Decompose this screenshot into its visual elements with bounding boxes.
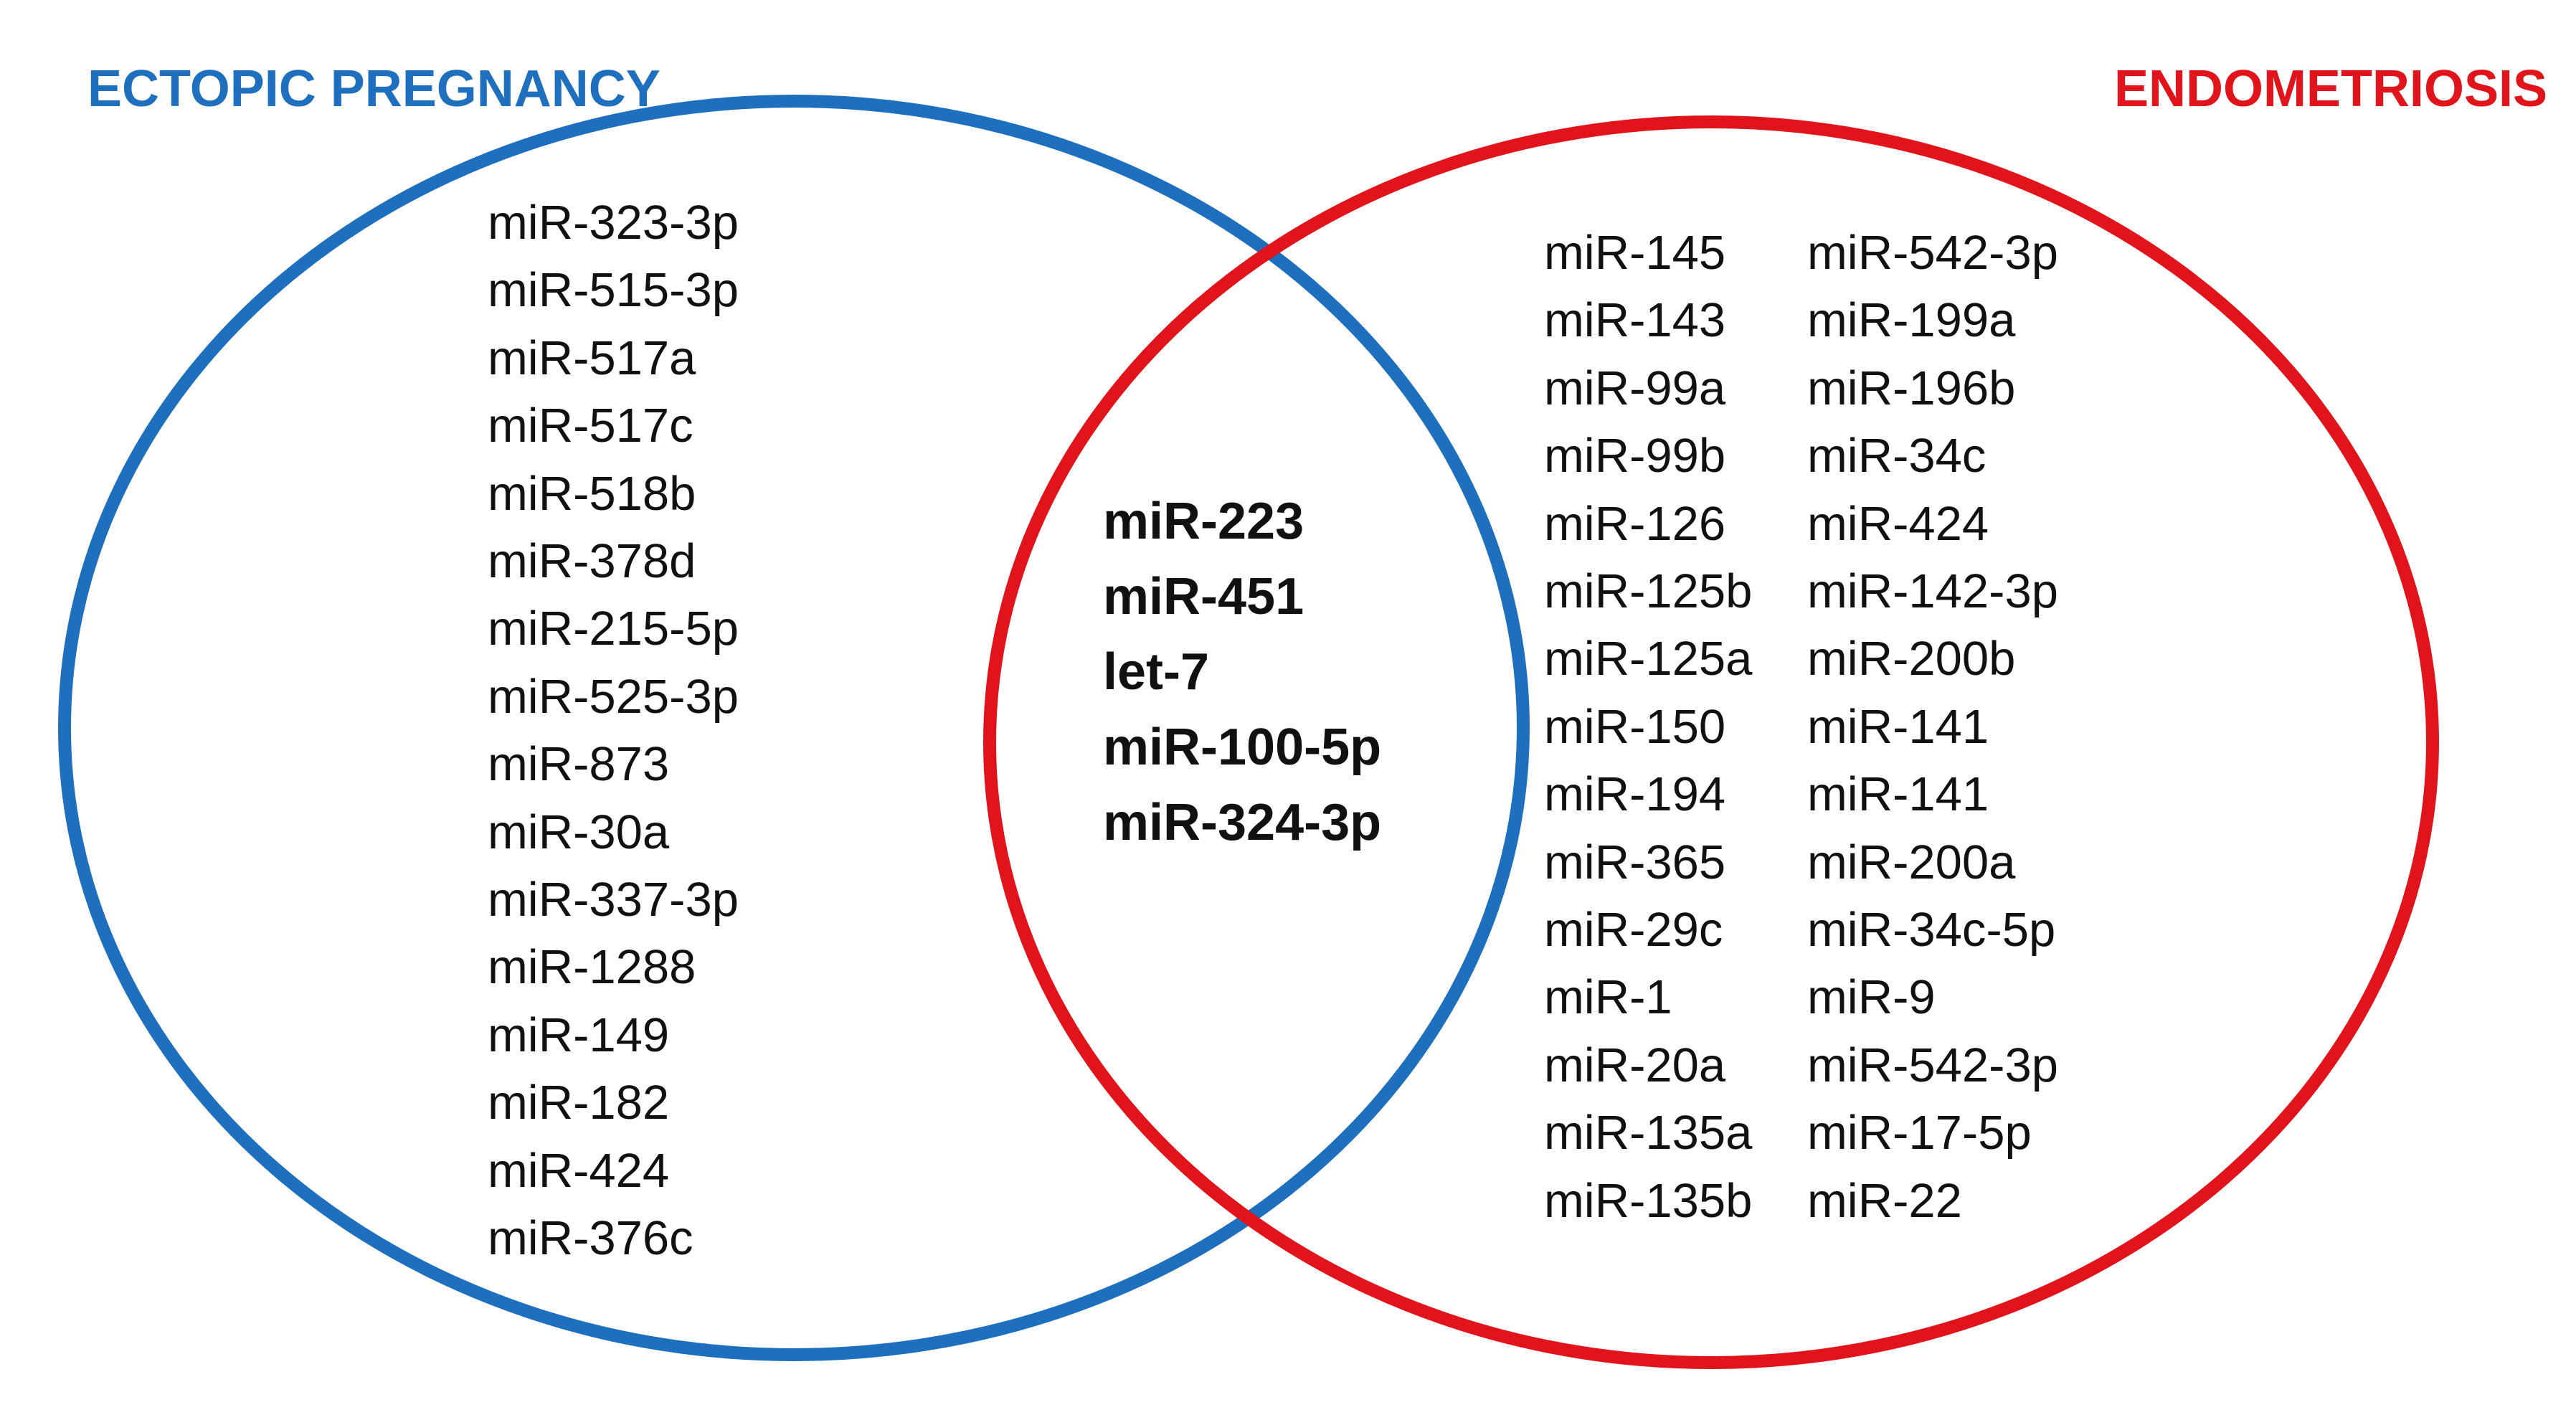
ectopic-pregnancy-mirna: miR-323-3p [488,196,739,250]
endometriosis-mirna: miR-135a [1544,1106,1753,1160]
ectopic-pregnancy-mirna: miR-149 [488,1008,670,1062]
endometriosis-mirna: miR-126 [1544,496,1726,551]
endometriosis-mirna: miR-143 [1544,293,1726,348]
endometriosis-mirna-list-column-2: miR-542-3p miR-199a miR-196b miR-34c miR-424… [1807,219,2058,1235]
endometriosis-mirna: miR-99a [1544,361,1726,415]
shared-mirna: miR-100-5p [1103,719,1382,776]
ectopic-pregnancy-mirna: miR-337-3p [488,873,739,927]
ectopic-pregnancy-title: ECTOPIC PREGNANCY [87,60,660,118]
ectopic-pregnancy-circle [58,95,1530,1361]
endometriosis-mirna: miR-125b [1544,564,1753,619]
endometriosis-mirna: miR-196b [1807,361,2016,415]
endometriosis-mirna: miR-542-3p [1807,226,2059,280]
shared-mirna-list: miR-223 miR-451 let-7 miR-100-5p miR-324-3p [1103,484,1381,861]
endometriosis-mirna: miR-34c [1807,429,1987,483]
ectopic-pregnancy-mirna: miR-30a [488,805,670,859]
endometriosis-mirna: miR-99b [1544,429,1726,483]
endometriosis-mirna: miR-135b [1544,1173,1753,1228]
endometriosis-title: ENDOMETRIOSIS [2113,60,2547,118]
endometriosis-mirna: miR-200b [1807,632,2016,686]
endometriosis-mirna: miR-199a [1807,293,2016,348]
endometriosis-mirna: miR-365 [1544,835,1726,889]
endometriosis-mirna: miR-142-3p [1807,564,2059,619]
endometriosis-circle [983,115,2439,1369]
endometriosis-mirna: miR-424 [1807,496,1989,551]
endometriosis-mirna: miR-9 [1807,970,1936,1025]
endometriosis-mirna: miR-141 [1807,767,1989,822]
endometriosis-mirna: miR-200a [1807,835,2016,889]
endometriosis-mirna: miR-17-5p [1807,1106,2032,1160]
ectopic-pregnancy-mirna: miR-215-5p [488,602,739,656]
shared-mirna: let-7 [1103,643,1210,701]
ectopic-pregnancy-mirna: miR-517a [488,331,696,385]
ectopic-pregnancy-mirna: miR-525-3p [488,669,739,724]
endometriosis-mirna: miR-145 [1544,226,1726,280]
endometriosis-mirna-list-column-1: miR-145 miR-143 miR-99a miR-99b miR-126 miR-1… [1544,219,1752,1235]
ectopic-pregnancy-mirna-list: miR-323-3p miR-515-3p miR-517a miR-517c miR-… [488,189,739,1273]
endometriosis-mirna: miR-20a [1544,1038,1726,1092]
shared-mirna: miR-324-3p [1103,794,1382,851]
endometriosis-mirna: miR-542-3p [1807,1038,2059,1092]
endometriosis-mirna: miR-1 [1544,970,1672,1025]
ectopic-pregnancy-mirna: miR-517c [488,399,693,453]
ectopic-pregnancy-mirna: miR-378d [488,534,696,589]
ectopic-pregnancy-mirna: miR-515-3p [488,263,739,318]
endometriosis-mirna: miR-34c-5p [1807,903,2056,957]
endometriosis-mirna: miR-141 [1807,699,1989,754]
endometriosis-mirna: miR-194 [1544,767,1726,822]
shared-mirna: miR-451 [1103,568,1304,625]
ectopic-pregnancy-mirna: miR-1288 [488,940,696,995]
endometriosis-mirna: miR-150 [1544,699,1726,754]
endometriosis-mirna: miR-29c [1544,903,1723,957]
ectopic-pregnancy-mirna: miR-182 [488,1076,670,1130]
shared-mirna: miR-223 [1103,493,1304,550]
ectopic-pregnancy-mirna: miR-873 [488,737,670,792]
ectopic-pregnancy-mirna: miR-518b [488,466,696,521]
endometriosis-mirna: miR-22 [1807,1173,1962,1228]
endometriosis-mirna: miR-125a [1544,632,1753,686]
ectopic-pregnancy-mirna: miR-424 [488,1143,670,1198]
ectopic-pregnancy-mirna: miR-376c [488,1211,693,1266]
